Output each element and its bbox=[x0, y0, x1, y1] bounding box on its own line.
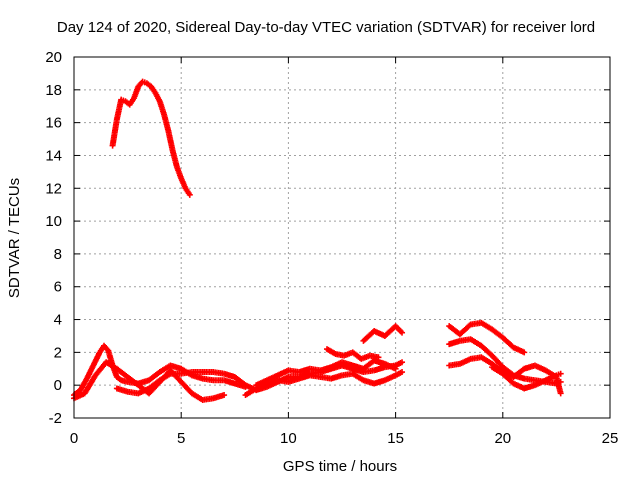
data-point bbox=[186, 191, 193, 198]
series-seg-f bbox=[323, 346, 382, 362]
y-tick-label: 20 bbox=[45, 49, 62, 66]
data-point bbox=[375, 354, 382, 361]
series-seg-h bbox=[446, 319, 528, 356]
y-tick-label: 10 bbox=[45, 213, 62, 230]
data-point bbox=[521, 349, 528, 356]
data-point bbox=[557, 390, 564, 397]
data-points bbox=[71, 78, 564, 403]
x-tick-label: 0 bbox=[70, 430, 78, 447]
y-tick-label: 4 bbox=[54, 312, 62, 329]
y-tick-label: 18 bbox=[45, 82, 62, 99]
x-tick-label: 10 bbox=[280, 430, 297, 447]
y-tick-label: 2 bbox=[54, 344, 62, 361]
y-tick-label: -2 bbox=[49, 410, 62, 427]
y-tick-label: 8 bbox=[54, 246, 62, 263]
x-tick-label: 5 bbox=[177, 430, 185, 447]
y-axis-label: SDTVAR / TECUs bbox=[6, 178, 23, 298]
data-point bbox=[392, 365, 399, 372]
series-seg-k bbox=[489, 364, 564, 392]
y-tick-label: 12 bbox=[45, 180, 62, 197]
x-tick-label: 15 bbox=[387, 430, 404, 447]
x-axis-label: GPS time / hours bbox=[283, 458, 397, 475]
x-tick-label: 20 bbox=[494, 430, 511, 447]
plot-frame bbox=[73, 56, 611, 419]
y-tick-label: 14 bbox=[45, 147, 62, 164]
data-point bbox=[399, 329, 406, 336]
data-point bbox=[399, 359, 406, 366]
series-seg-e bbox=[253, 357, 399, 389]
data-point bbox=[557, 370, 564, 377]
x-tick-label: 25 bbox=[602, 430, 619, 447]
chart-title: Day 124 of 2020, Sidereal Day-to-day VTE… bbox=[57, 19, 595, 36]
data-point bbox=[221, 392, 228, 399]
data-point bbox=[399, 369, 406, 376]
axis-ticks: 0 5 10 15 20 25 -2 0 2 4 6 8 10 12 14 16 18 20 bbox=[45, 49, 618, 447]
y-tick-label: 16 bbox=[45, 115, 62, 132]
series-seg-g bbox=[360, 323, 406, 344]
y-tick-label: 6 bbox=[54, 279, 62, 296]
series-high-arc bbox=[109, 78, 193, 198]
y-tick-label: 0 bbox=[54, 377, 62, 394]
